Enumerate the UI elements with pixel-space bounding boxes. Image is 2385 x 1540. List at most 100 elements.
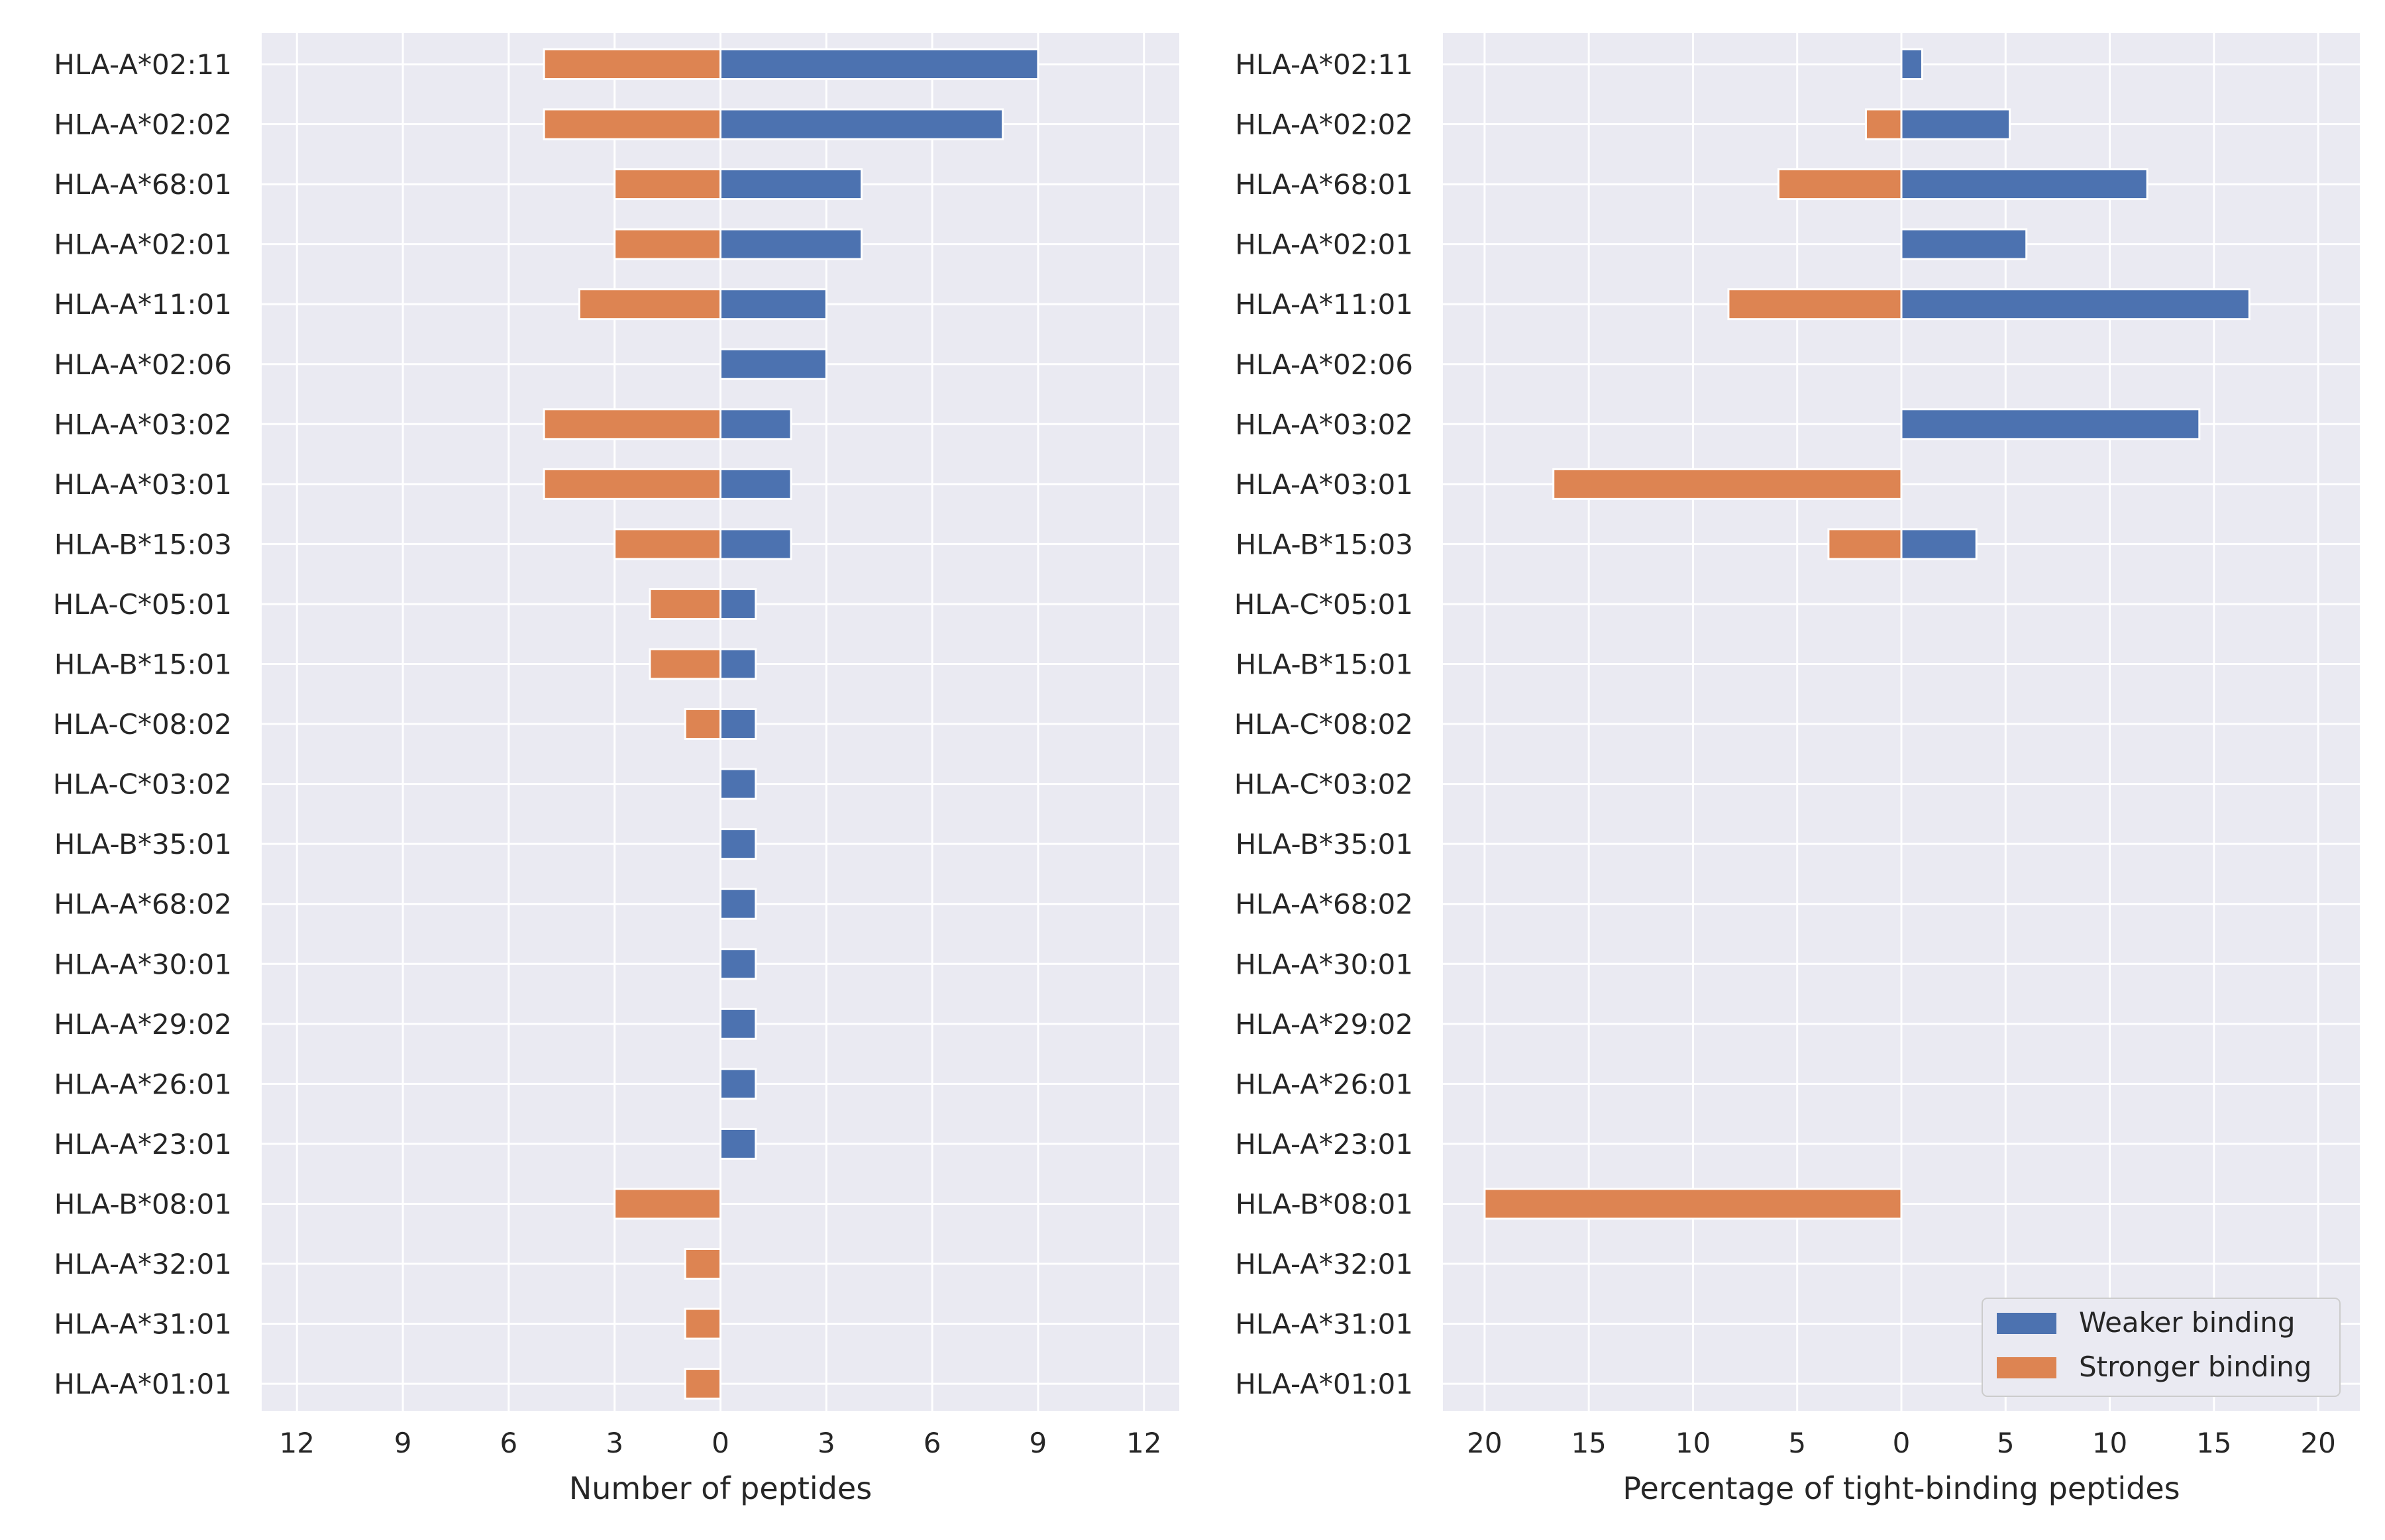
bar-stronger xyxy=(649,588,722,620)
x-tick-label: 0 xyxy=(1893,1427,1911,1459)
bar-weaker xyxy=(719,528,792,560)
y-tick-label: HLA-A*01:01 xyxy=(54,1368,232,1400)
bar-stronger xyxy=(684,1308,721,1340)
x-tick-label: 10 xyxy=(2092,1427,2127,1459)
y-tick-label: HLA-A*01:01 xyxy=(1235,1368,1413,1400)
y-tick-label: HLA-C*08:02 xyxy=(53,708,232,741)
y-tick-label: HLA-B*08:01 xyxy=(1236,1188,1413,1220)
y-tick-label: HLA-A*68:02 xyxy=(1235,888,1413,921)
y-tick-label: HLA-B*15:03 xyxy=(54,528,232,560)
x-axis-label: Percentage of tight-binding peptides xyxy=(1622,1470,2180,1506)
y-tick-label: HLA-A*30:01 xyxy=(1235,948,1413,980)
x-tick-label: 6 xyxy=(500,1427,518,1459)
bar-weaker xyxy=(719,588,757,620)
legend-swatch xyxy=(1997,1357,2056,1378)
bar-stronger xyxy=(684,1248,721,1280)
y-tick-label: HLA-A*11:01 xyxy=(54,288,232,321)
bar-stronger xyxy=(613,528,722,560)
chart-panel-1: HLA-A*02:11 HLA-A*02:02 HLA-A*68:01 HLA-A*0… xyxy=(53,33,1179,1506)
y-tick-label: HLA-A*02:06 xyxy=(1235,348,1413,381)
legend: Weaker binding Stronger binding xyxy=(1982,1298,2341,1397)
legend-label: Stronger binding xyxy=(2079,1351,2311,1383)
bar-stronger xyxy=(578,288,722,321)
y-tick-label: HLA-A*26:01 xyxy=(54,1068,232,1100)
y-tick-label: HLA-A*02:11 xyxy=(1235,48,1413,81)
y-tick-label: HLA-A*02:01 xyxy=(1235,229,1413,261)
bar-stronger xyxy=(613,168,722,201)
bar-weaker xyxy=(719,108,1004,140)
x-tick-label: 20 xyxy=(2300,1427,2335,1459)
bar-weaker xyxy=(1900,288,2251,321)
y-tick-label: HLA-A*02:11 xyxy=(54,48,232,81)
bar-weaker xyxy=(719,1068,757,1100)
y-tick-label: HLA-A*31:01 xyxy=(54,1308,232,1341)
y-tick-label: HLA-C*05:01 xyxy=(1234,588,1413,621)
legend-swatch xyxy=(1997,1313,2056,1334)
bar-weaker xyxy=(1900,528,1978,560)
y-tick-label: HLA-B*15:03 xyxy=(1236,528,1413,560)
bar-weaker xyxy=(719,228,863,260)
y-tick-label: HLA-A*32:01 xyxy=(1235,1248,1413,1280)
bar-stronger xyxy=(613,1188,722,1220)
bar-weaker xyxy=(719,888,757,920)
bar-weaker xyxy=(1900,408,2201,440)
y-tick-label: HLA-C*08:02 xyxy=(1234,708,1413,741)
x-tick-label: 5 xyxy=(1788,1427,1806,1459)
y-tick-label: HLA-A*02:02 xyxy=(1235,109,1413,141)
y-tick-label: HLA-A*29:02 xyxy=(1235,1008,1413,1041)
x-tick-label: 9 xyxy=(394,1427,412,1459)
y-tick-label: HLA-A*29:02 xyxy=(54,1008,232,1041)
x-tick-label: 12 xyxy=(280,1427,315,1459)
bar-weaker xyxy=(719,48,1039,80)
x-tick-label: 15 xyxy=(1571,1427,1606,1459)
bar-weaker xyxy=(719,648,757,680)
y-tick-label: HLA-A*03:01 xyxy=(54,468,232,501)
bar-stronger xyxy=(543,468,722,500)
x-tick-label: 3 xyxy=(818,1427,835,1459)
bar-weaker xyxy=(719,468,792,500)
y-tick-label: HLA-A*02:02 xyxy=(54,109,232,141)
bar-stronger xyxy=(1727,288,1903,321)
y-tick-label: HLA-A*02:01 xyxy=(54,229,232,261)
y-tick-label: HLA-C*05:01 xyxy=(53,588,232,621)
y-tick-label: HLA-A*11:01 xyxy=(1235,288,1413,321)
bar-stronger xyxy=(1552,468,1903,500)
bar-weaker xyxy=(1900,168,2148,201)
bar-weaker xyxy=(719,768,757,800)
y-tick-label: HLA-B*35:01 xyxy=(54,828,232,860)
x-tick-label: 3 xyxy=(606,1427,623,1459)
y-tick-label: HLA-A*31:01 xyxy=(1235,1308,1413,1341)
bar-stronger xyxy=(684,708,721,741)
y-tick-label: HLA-A*68:02 xyxy=(54,888,232,921)
y-tick-label: HLA-A*03:01 xyxy=(1235,468,1413,501)
bar-weaker xyxy=(719,348,827,380)
y-tick-label: HLA-A*03:02 xyxy=(1235,408,1413,440)
bar-stronger xyxy=(1827,528,1903,560)
y-tick-label: HLA-A*23:01 xyxy=(54,1128,232,1160)
y-tick-label: HLA-C*03:02 xyxy=(1234,768,1413,801)
bar-weaker xyxy=(719,1007,757,1040)
y-tick-label: HLA-A*03:02 xyxy=(54,408,232,440)
x-tick-label: 5 xyxy=(1997,1427,2015,1459)
bar-stronger xyxy=(1483,1188,1903,1220)
y-tick-label: HLA-A*68:01 xyxy=(1235,168,1413,201)
bar-weaker xyxy=(1900,108,2011,140)
bar-stronger xyxy=(684,1368,721,1400)
x-tick-label: 0 xyxy=(712,1427,729,1459)
y-tick-label: HLA-B*15:01 xyxy=(1236,648,1413,681)
y-tick-label: HLA-A*68:01 xyxy=(54,168,232,201)
bar-stronger xyxy=(649,648,722,680)
y-tick-label: HLA-A*30:01 xyxy=(54,948,232,980)
bar-weaker xyxy=(719,708,757,741)
bar-weaker xyxy=(719,1127,757,1160)
bar-weaker xyxy=(1900,48,1923,80)
x-tick-label: 6 xyxy=(924,1427,941,1459)
y-tick-label: HLA-A*32:01 xyxy=(54,1248,232,1280)
bar-stronger xyxy=(543,108,722,140)
bar-weaker xyxy=(719,288,827,321)
x-tick-label: 12 xyxy=(1126,1427,1161,1459)
legend-box xyxy=(1982,1298,2341,1397)
y-tick-label: HLA-A*02:06 xyxy=(54,348,232,381)
bar-weaker xyxy=(1900,228,2028,260)
